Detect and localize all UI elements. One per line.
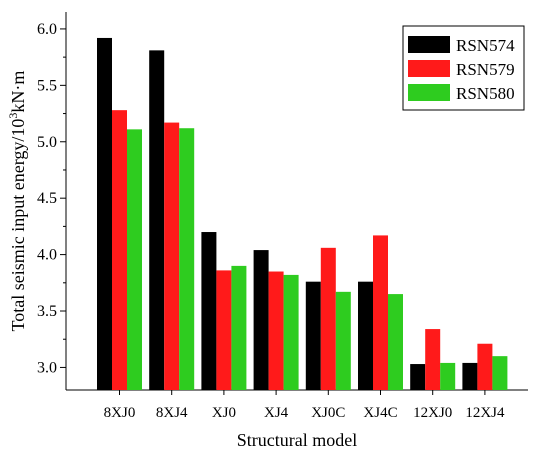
legend-label-rsn580: RSN580	[456, 84, 515, 103]
bar-rsn574-xj0c	[305, 281, 321, 390]
bar-rsn574-8xj4	[149, 50, 165, 391]
y-tick-label: 3.0	[37, 359, 57, 376]
y-ticks: 3.0 3.5 4.0 4.5 5.0 5.5 6.0	[37, 21, 66, 376]
y-tick-label: 6.0	[37, 21, 57, 38]
bar-rsn579-xj4c	[373, 235, 388, 390]
bar-rsn574-12xj4	[462, 362, 478, 390]
x-tick-labels: 8XJ0 8XJ4 XJ0 XJ4 XJ0C XJ4C 12XJ0 12XJ4	[104, 390, 505, 421]
x-tick-label: XJ4C	[363, 405, 397, 421]
y-axis-label-superscript: 3	[6, 113, 20, 119]
legend-swatch-rsn579	[408, 60, 450, 77]
bar-rsn580-12xj4	[492, 356, 508, 390]
bar-rsn580-xj0	[231, 265, 247, 390]
x-tick-label: XJ0C	[311, 405, 345, 421]
x-axis-label: Structural model	[237, 430, 357, 450]
bar-rsn574-xj4	[253, 250, 269, 390]
y-axis-label-main: Total seismic input energy/10	[8, 119, 28, 332]
y-tick-label: 4.0	[37, 247, 57, 264]
bar-rsn574-12xj0	[410, 364, 426, 390]
y-axis-label: Total seismic input energy/103kN·m	[6, 71, 28, 332]
bar-rsn579-12xj0	[425, 329, 441, 390]
y-tick-label: 3.5	[37, 303, 57, 320]
legend-items: RSN574 RSN579 RSN580	[408, 36, 515, 103]
legend-swatch-rsn580	[408, 84, 450, 101]
y-tick-label: 5.5	[37, 77, 57, 94]
bar-rsn580-xj4c	[388, 294, 403, 390]
bar-rsn580-xj0c	[335, 291, 351, 390]
bar-rsn574-xj0	[201, 232, 217, 390]
x-tick-label: 12XJ4	[465, 405, 505, 421]
y-axis-label-unit: kN·m	[8, 71, 28, 113]
y-tick-label: 5.0	[37, 134, 57, 151]
y-tick-label: 4.5	[37, 190, 57, 207]
legend-label-rsn574: RSN574	[456, 36, 515, 55]
legend-swatch-rsn574	[408, 36, 450, 53]
bar-rsn574-8xj0	[97, 37, 112, 390]
bars	[97, 37, 508, 391]
x-tick-label: 12XJ0	[413, 405, 452, 421]
bar-rsn580-12xj0	[440, 362, 456, 390]
bar-rsn579-8xj0	[112, 110, 127, 390]
bar-rsn579-xj0	[216, 270, 232, 390]
x-tick-label: 8XJ4	[156, 405, 188, 421]
bar-rsn580-8xj4	[179, 128, 195, 391]
x-tick-label: XJ0	[212, 405, 236, 421]
bar-rsn579-12xj4	[477, 343, 493, 390]
bar-rsn580-xj4	[283, 274, 299, 390]
bar-rsn574-xj4c	[358, 281, 373, 390]
bar-rsn579-8xj4	[164, 122, 180, 390]
bar-rsn579-xj0c	[320, 247, 336, 390]
x-tick-label: 8XJ0	[104, 405, 136, 421]
bar-rsn580-8xj0	[127, 129, 142, 391]
legend: RSN574 RSN579 RSN580	[402, 25, 525, 111]
x-tick-label: XJ4	[264, 405, 289, 421]
legend-label-rsn579: RSN579	[456, 60, 515, 79]
plot-area: 3.0 3.5 4.0 4.5 5.0 5.5 6.0 8XJ0 8XJ4 XJ0 XJ4 XJ0C…	[37, 12, 528, 421]
bar-rsn579-xj4	[268, 271, 284, 390]
